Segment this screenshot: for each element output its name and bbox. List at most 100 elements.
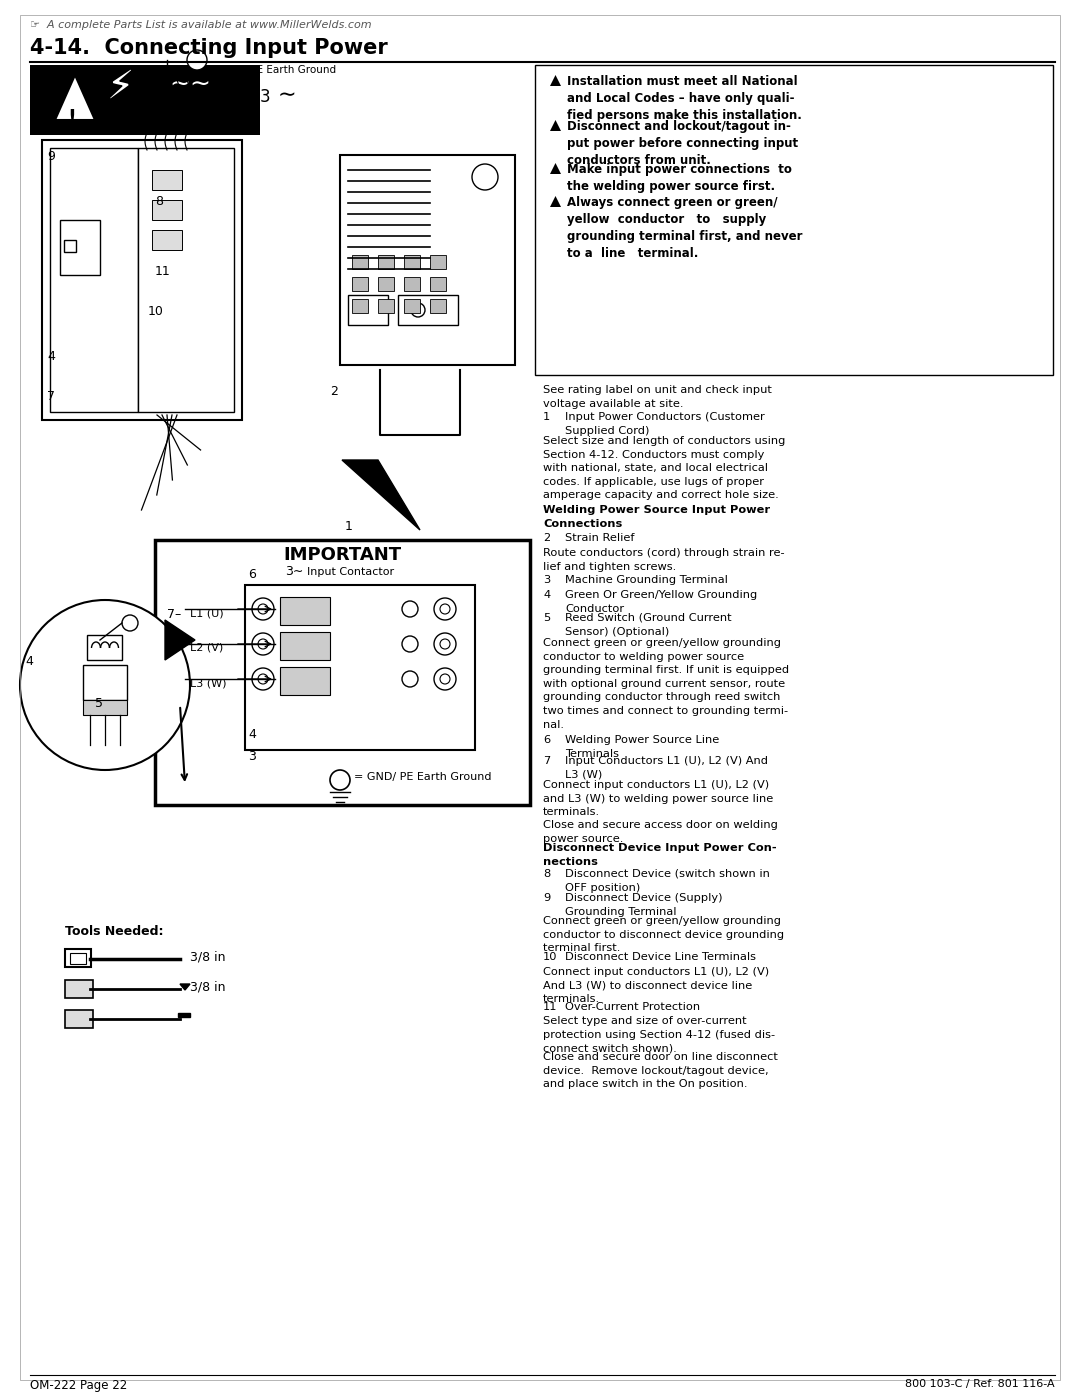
Bar [280,597,330,624]
Bar [70,953,86,964]
Bar [280,666,330,694]
Circle shape [434,598,456,620]
Bar [430,256,446,270]
Circle shape [258,604,268,615]
Text: Tools Needed:: Tools Needed: [65,925,163,937]
Circle shape [252,668,274,690]
Text: 4: 4 [248,728,256,740]
Text: 3: 3 [137,66,147,80]
Text: Disconnect and lockout/tagout in-
put power before connecting input
conductors f: Disconnect and lockout/tagout in- put po… [567,120,798,168]
Text: L3 (W): L3 (W) [190,678,227,687]
Text: ∼: ∼ [278,85,297,105]
Circle shape [258,673,268,685]
Bar [378,277,394,291]
Text: 11: 11 [543,1002,557,1011]
Text: Connect green or green/yellow grounding
conductor to disconnect device grounding: Connect green or green/yellow grounding … [543,916,784,953]
Circle shape [402,671,418,687]
Text: 7: 7 [48,390,55,402]
Polygon shape [165,620,195,659]
Text: 4: 4 [25,655,32,668]
Text: 4: 4 [543,590,550,599]
Bar [245,585,475,750]
Text: Select size and length of conductors using
Section 4-12. Conductors must comply
: Select size and length of conductors usi… [543,436,785,500]
Bar [60,219,100,275]
Text: Installation must meet all National
and Local Codes – have only quali-
fied pers: Installation must meet all National and … [567,75,801,122]
Text: Always connect green or green/
yellow  conductor   to   supply
grounding termina: Always connect green or green/ yellow co… [567,196,802,260]
Circle shape [252,598,274,620]
Bar [152,170,183,190]
Text: L2 (V): L2 (V) [190,643,224,652]
Text: 5: 5 [543,613,550,623]
Text: Disconnect Device (Supply)
Grounding Terminal: Disconnect Device (Supply) Grounding Ter… [565,893,723,916]
Bar [65,949,91,967]
Text: 3/8 in: 3/8 in [190,981,226,993]
Circle shape [440,673,450,685]
Circle shape [252,633,274,655]
Text: L1 (U): L1 (U) [190,608,224,617]
Bar [156,541,530,805]
Text: Welding Power Source Line
Terminals: Welding Power Source Line Terminals [565,735,719,759]
Circle shape [434,668,456,690]
Text: 6: 6 [543,735,550,745]
Bar [83,665,127,700]
Text: ⚡: ⚡ [106,68,134,106]
Polygon shape [342,460,420,529]
Text: 1: 1 [543,412,550,422]
Text: = GND/ PE Earth Ground: = GND/ PE Earth Ground [354,773,491,782]
Text: 2: 2 [330,386,338,398]
Text: Close and secure access door on welding
power source.: Close and secure access door on welding … [543,820,778,844]
Polygon shape [550,163,561,175]
Bar [378,256,394,270]
Text: 8: 8 [543,869,550,879]
Bar [280,631,330,659]
Text: 7–: 7– [167,608,181,622]
Text: 10: 10 [543,951,557,963]
Bar [50,148,138,412]
Circle shape [472,163,498,190]
Text: 2: 2 [543,534,550,543]
Bar [65,1010,93,1028]
Bar [399,295,458,326]
Text: 10: 10 [148,305,164,319]
Text: 800 103-C / Ref. 801 116-A: 800 103-C / Ref. 801 116-A [905,1379,1055,1389]
Text: 3: 3 [248,750,256,763]
Text: 11: 11 [156,265,171,278]
Text: See rating label on unit and check input
voltage available at site.: See rating label on unit and check input… [543,386,772,408]
Text: 6: 6 [248,569,256,581]
Bar [138,148,234,412]
Bar [83,700,127,715]
Text: Machine Grounding Terminal: Machine Grounding Terminal [565,576,728,585]
Text: ∼∼: ∼∼ [168,73,211,96]
Text: 3: 3 [260,88,271,106]
Text: ∼: ∼ [152,68,168,87]
Circle shape [411,303,426,317]
Text: Connect input conductors L1 (U), L2 (V)
And L3 (W) to disconnect device line
ter: Connect input conductors L1 (U), L2 (V) … [543,967,769,1004]
Bar [65,981,93,997]
Bar [30,66,260,136]
Text: OM-222 Page 22: OM-222 Page 22 [30,1379,127,1391]
Bar [152,200,183,219]
Text: 9: 9 [48,149,55,163]
Bar [348,295,388,326]
Polygon shape [55,75,95,120]
Circle shape [122,615,138,631]
Bar [42,140,242,420]
Text: = GND/PE Earth Ground: = GND/PE Earth Ground [211,66,336,75]
Bar [352,277,368,291]
Text: Welding Power Source Input Power
Connections: Welding Power Source Input Power Connect… [543,504,770,528]
Text: Make input power connections  to
the welding power source first.: Make input power connections to the weld… [567,163,792,193]
Bar [535,66,1053,374]
Text: 3/8 in: 3/8 in [190,950,226,963]
Circle shape [440,604,450,615]
Text: Strain Relief: Strain Relief [565,534,635,543]
Text: Select type and size of over-current
protection using Section 4-12 (fused dis-
c: Select type and size of over-current pro… [543,1016,775,1053]
Circle shape [434,633,456,655]
Circle shape [402,636,418,652]
Circle shape [440,638,450,650]
Text: 1: 1 [345,520,353,534]
Text: 3: 3 [543,576,550,585]
Bar [87,636,122,659]
Polygon shape [550,196,561,207]
Text: Disconnect Device (switch shown in
OFF position): Disconnect Device (switch shown in OFF p… [565,869,770,893]
Circle shape [330,770,350,789]
